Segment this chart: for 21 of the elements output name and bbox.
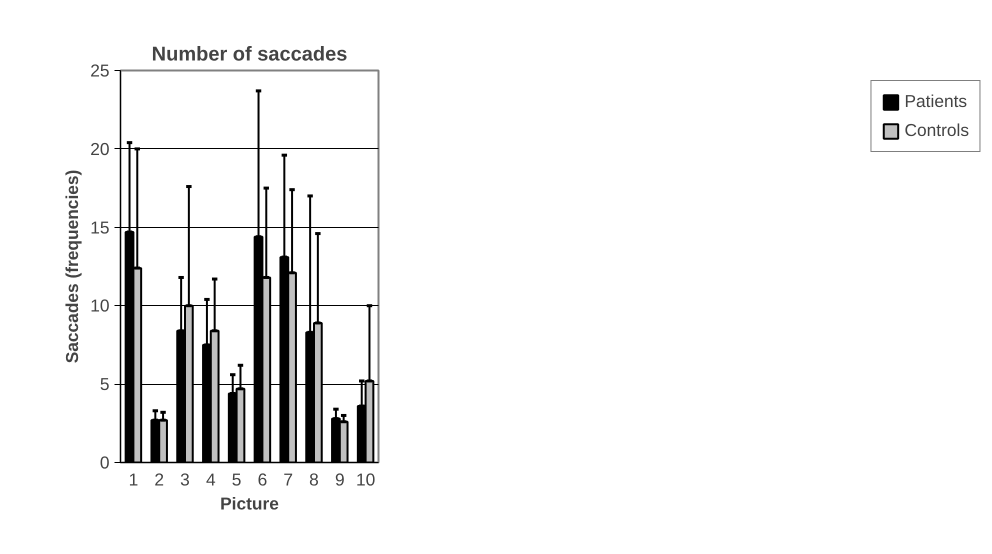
- x-tick-label: 3: [180, 470, 190, 490]
- legend-label: Controls: [904, 120, 969, 141]
- y-axis-title: Saccades (frequencies): [62, 170, 82, 364]
- x-tick-label: 1: [128, 470, 138, 490]
- x-tick-label: 2: [154, 470, 164, 490]
- x-tick-label: 7: [283, 470, 294, 490]
- x-tick-label: 6: [258, 470, 268, 490]
- y-tick-label: 0: [100, 452, 110, 472]
- x-tick-label: 10: [356, 470, 376, 490]
- y-tick-label: 10: [90, 296, 110, 316]
- y-tick-label: 15: [90, 217, 110, 238]
- y-tick-label: 20: [90, 138, 110, 159]
- x-tick-label: 4: [206, 470, 216, 490]
- x-tick-label: 5: [232, 470, 242, 490]
- y-tick-label: 5: [100, 374, 110, 394]
- chart-title: Number of saccades: [152, 44, 348, 66]
- x-axis-title: Picture: [220, 494, 280, 514]
- legend-label: Patients: [904, 91, 968, 112]
- x-tick-label: 9: [334, 470, 345, 490]
- y-tick-label: 25: [90, 60, 110, 80]
- x-tick-label: 8: [309, 470, 319, 490]
